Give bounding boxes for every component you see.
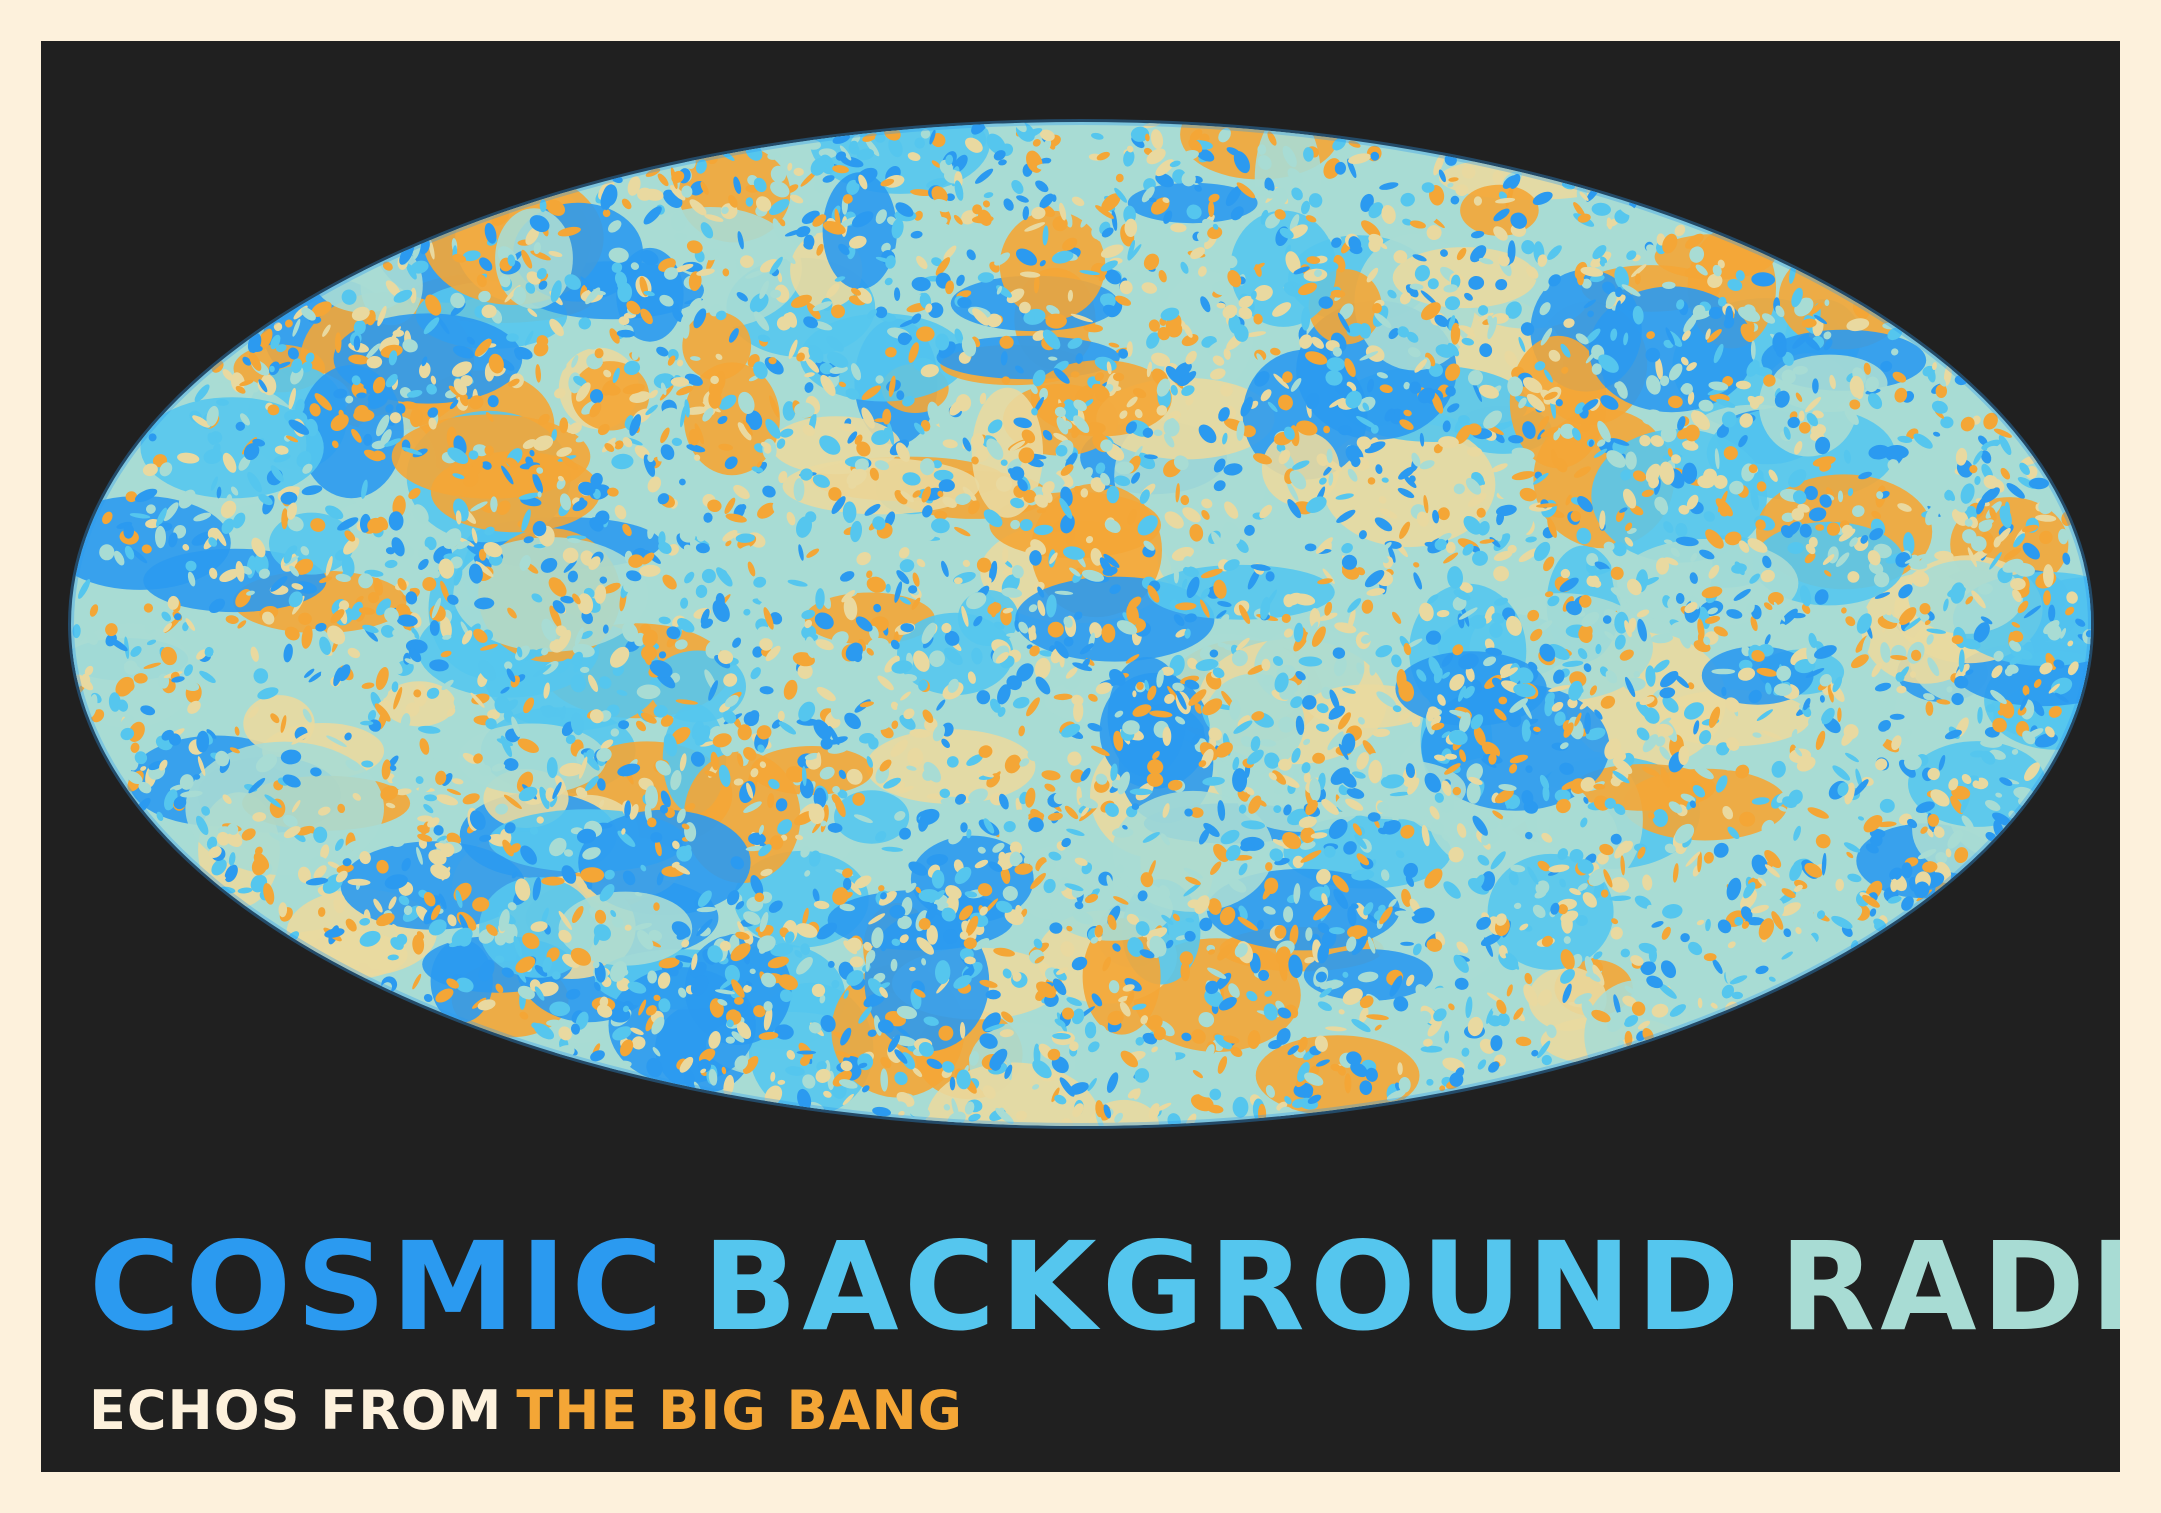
poster-title: COSMIC BACKGROUND RADIATION: [89, 1226, 2120, 1348]
dark-panel: COSMIC BACKGROUND RADIATION ECHOS FROM THE …: [41, 41, 2120, 1472]
subtitle-echos-from: ECHOS FROM: [89, 1384, 502, 1438]
poster-subtitle: ECHOS FROM THE BIG BANG: [89, 1384, 977, 1438]
title-word-radiation: RADIATION: [1779, 1226, 2120, 1348]
subtitle-big-bang: THE BIG BANG: [516, 1384, 963, 1438]
title-word-cosmic: COSMIC: [89, 1226, 668, 1348]
title-word-background: BACKGROUND: [702, 1226, 1744, 1348]
